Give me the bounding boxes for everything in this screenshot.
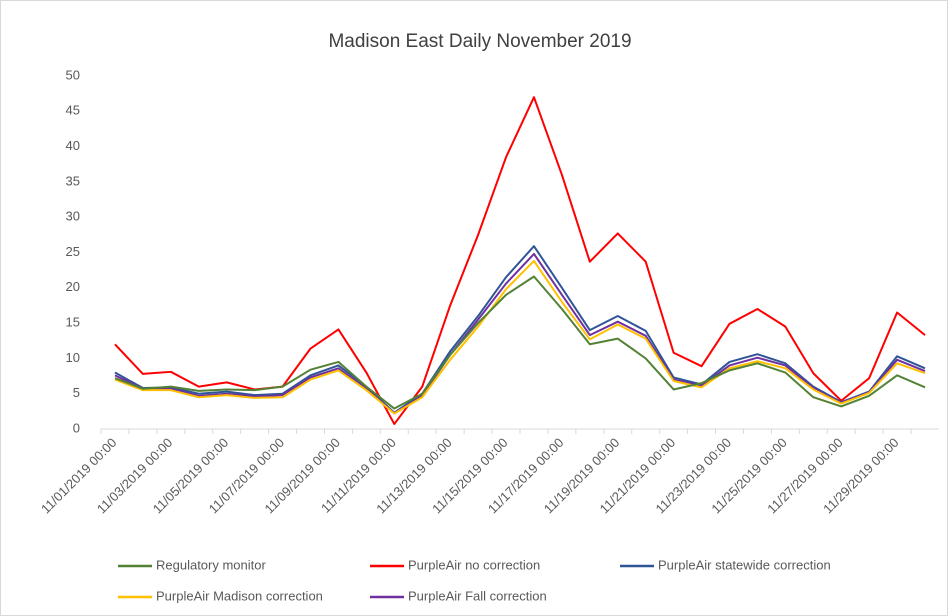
- y-tick-label: 40: [66, 138, 80, 153]
- legend-label: PurpleAir Madison correction: [156, 588, 323, 603]
- y-tick-label: 5: [73, 385, 80, 400]
- series-line: [114, 245, 926, 414]
- y-tick-label: 35: [66, 173, 80, 188]
- series-line: [114, 275, 926, 410]
- legend-label: PurpleAir Fall correction: [408, 588, 547, 603]
- y-tick-label: 0: [73, 420, 80, 435]
- y-tick-label: 15: [66, 315, 80, 330]
- series-line: [114, 96, 926, 426]
- series-line: [114, 259, 926, 415]
- y-tick-label: 30: [66, 209, 80, 224]
- legend-label: PurpleAir statewide correction: [658, 557, 831, 572]
- y-tick-label: 20: [66, 279, 80, 294]
- chart-title: Madison East Daily November 2019: [328, 31, 631, 52]
- legend-label: PurpleAir no correction: [408, 557, 540, 572]
- legend-label: Regulatory monitor: [156, 557, 266, 572]
- series-line: [114, 252, 926, 415]
- y-tick-label: 45: [66, 103, 80, 118]
- y-tick-label: 10: [66, 350, 80, 365]
- y-tick-label: 25: [66, 244, 80, 259]
- y-tick-label: 50: [66, 67, 80, 82]
